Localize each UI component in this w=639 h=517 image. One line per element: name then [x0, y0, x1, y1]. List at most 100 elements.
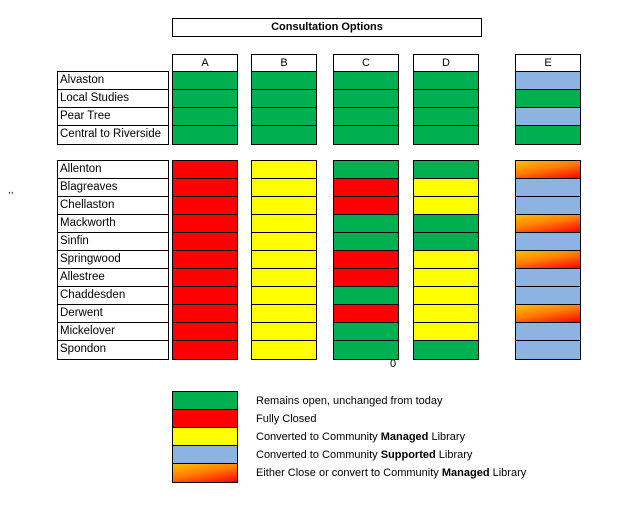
legend-labels: Remains open, unchanged from today Fully … — [256, 392, 526, 482]
status-column-d — [413, 160, 479, 360]
status-cell-e-local-studies — [516, 90, 580, 108]
status-cell-a-allenton — [173, 161, 237, 179]
status-cell-a-local-studies — [173, 90, 237, 108]
status-column-b — [251, 160, 317, 360]
library-label-pear-tree: Pear Tree — [58, 108, 168, 126]
status-cell-d-local-studies — [414, 90, 478, 108]
library-label-spondon: Spondon — [60, 343, 107, 355]
legend-swatch-gradient — [173, 464, 237, 482]
legend-item-red: Fully Closed — [256, 413, 317, 425]
status-column-c — [333, 160, 399, 360]
status-cell-b-central-to-riverside — [252, 126, 316, 144]
status-cell-a-chaddesden — [173, 287, 237, 305]
status-cell-a-derwent — [173, 305, 237, 323]
status-column-c — [333, 71, 399, 145]
status-cell-e-sinfin — [516, 233, 580, 251]
status-cell-e-alvaston — [516, 72, 580, 90]
library-label-mackworth: Mackworth — [58, 215, 168, 233]
status-cell-c-alvaston — [334, 72, 398, 90]
library-label-allenton: Allenton — [58, 161, 168, 179]
status-cell-a-springwood — [173, 251, 237, 269]
column-header-d: D — [413, 54, 479, 72]
library-label-central-to-riverside: Central to Riverside — [60, 128, 161, 140]
zero-label: 0 — [390, 358, 397, 370]
status-cell-d-chaddesden — [414, 287, 478, 305]
status-column-e — [515, 160, 581, 360]
status-cell-b-blagreaves — [252, 179, 316, 197]
legend-swatch-blue — [173, 446, 237, 464]
status-cell-a-chellaston — [173, 197, 237, 215]
status-cell-b-spondon — [252, 341, 316, 359]
status-cell-d-sinfin — [414, 233, 478, 251]
status-cell-c-pear-tree — [334, 108, 398, 126]
library-label-springwood: Springwood — [58, 251, 168, 269]
legend-swatch-green — [173, 392, 237, 410]
status-cell-c-mickelover — [334, 323, 398, 341]
library-label-blagreaves: Blagreaves — [58, 179, 168, 197]
status-cell-d-allestree — [414, 269, 478, 287]
status-cell-b-springwood — [252, 251, 316, 269]
status-cell-e-mackworth — [516, 215, 580, 233]
status-cell-b-local-studies — [252, 90, 316, 108]
status-cell-b-derwent — [252, 305, 316, 323]
status-cell-d-pear-tree — [414, 108, 478, 126]
status-cell-d-chellaston — [414, 197, 478, 215]
stray-mark: ,, — [8, 185, 14, 196]
status-cell-c-central-to-riverside — [334, 126, 398, 144]
column-header-c: C — [333, 54, 399, 72]
legend-item-green: Remains open, unchanged from today — [256, 395, 443, 407]
diagram-title: Consultation Options — [172, 18, 482, 37]
status-column-d — [413, 71, 479, 145]
status-cell-d-spondon — [414, 341, 478, 359]
library-label-local-studies: Local Studies — [58, 90, 168, 108]
status-cell-a-allestree — [173, 269, 237, 287]
status-cell-b-allenton — [252, 161, 316, 179]
status-cell-a-spondon — [173, 341, 237, 359]
status-cell-e-derwent — [516, 305, 580, 323]
status-cell-c-sinfin — [334, 233, 398, 251]
status-cell-e-allestree — [516, 269, 580, 287]
status-cell-d-mackworth — [414, 215, 478, 233]
status-cell-e-spondon — [516, 341, 580, 359]
status-column-a — [172, 160, 238, 360]
status-cell-c-local-studies — [334, 90, 398, 108]
status-column-b — [251, 71, 317, 145]
status-cell-a-mickelover — [173, 323, 237, 341]
group1-library-labels: Alvaston Local Studies Pear Tree Central to… — [57, 71, 169, 145]
status-cell-e-blagreaves — [516, 179, 580, 197]
status-cell-c-springwood — [334, 251, 398, 269]
status-cell-d-springwood — [414, 251, 478, 269]
status-cell-c-blagreaves — [334, 179, 398, 197]
status-cell-b-chellaston — [252, 197, 316, 215]
status-cell-a-sinfin — [173, 233, 237, 251]
column-header-b: B — [251, 54, 317, 72]
status-cell-c-chellaston — [334, 197, 398, 215]
library-label-allestree: Allestree — [58, 269, 168, 287]
status-cell-d-central-to-riverside — [414, 126, 478, 144]
status-cell-a-mackworth — [173, 215, 237, 233]
status-cell-e-central-to-riverside — [516, 126, 580, 144]
status-cell-d-allenton — [414, 161, 478, 179]
status-cell-a-blagreaves — [173, 179, 237, 197]
library-label-mickelover: Mickelover — [58, 323, 168, 341]
column-header-e: E — [515, 54, 581, 72]
legend-item-yellow: Converted to Community Managed Library — [256, 431, 466, 443]
status-cell-d-mickelover — [414, 323, 478, 341]
group2-library-labels: Allenton Blagreaves Chellaston Mackworth Sin… — [57, 160, 169, 360]
status-cell-a-pear-tree — [173, 108, 237, 126]
status-cell-c-derwent — [334, 305, 398, 323]
library-label-alvaston: Alvaston — [58, 72, 168, 90]
status-cell-d-alvaston — [414, 72, 478, 90]
status-cell-c-spondon — [334, 341, 398, 359]
status-cell-a-central-to-riverside — [173, 126, 237, 144]
status-cell-b-mackworth — [252, 215, 316, 233]
status-cell-e-springwood — [516, 251, 580, 269]
status-cell-b-chaddesden — [252, 287, 316, 305]
status-cell-e-pear-tree — [516, 108, 580, 126]
status-cell-b-allestree — [252, 269, 316, 287]
status-cell-b-alvaston — [252, 72, 316, 90]
library-label-chaddesden: Chaddesden — [58, 287, 168, 305]
status-cell-c-mackworth — [334, 215, 398, 233]
status-cell-b-mickelover — [252, 323, 316, 341]
status-column-a — [172, 71, 238, 145]
